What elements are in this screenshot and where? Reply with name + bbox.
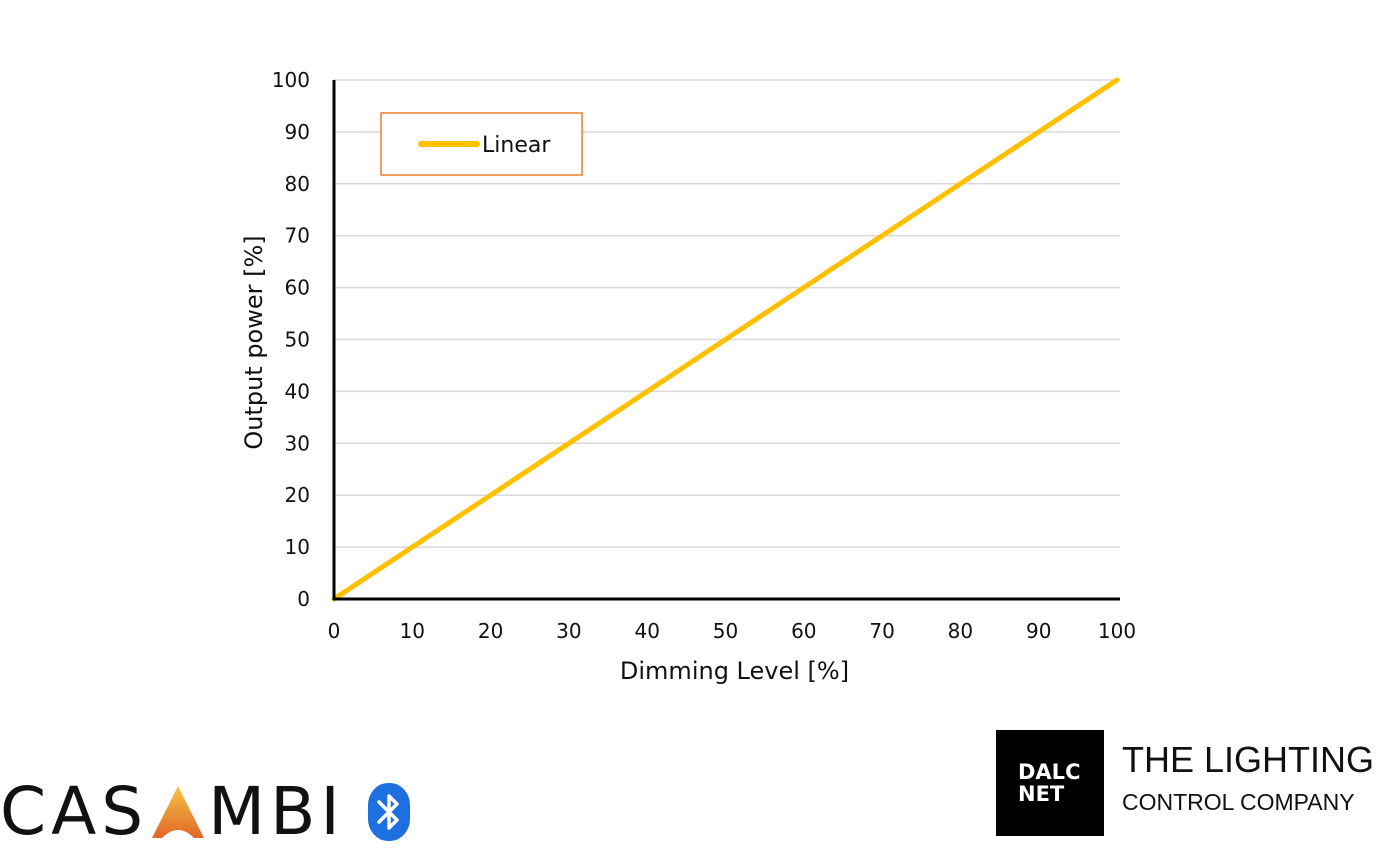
y-tick-labels: 0 10 20 30 40 50 60 70 80 90 100 (272, 68, 310, 611)
x-tick-label: 80 (948, 619, 973, 643)
y-tick-label: 0 (297, 587, 310, 611)
series-lines (331, 77, 1120, 602)
company-line2: CONTROL COMPANY (1122, 789, 1355, 815)
x-tick-label: 20 (478, 619, 503, 643)
y-tick-label: 60 (285, 276, 310, 300)
legend: Linear (380, 112, 583, 176)
company-tagline: THE LIGHTING CONTROL COMPANY (1122, 740, 1374, 816)
x-tick-label: 40 (634, 619, 659, 643)
y-tick-label: 10 (285, 535, 310, 559)
x-tick-label: 10 (400, 619, 425, 643)
y-tick-label: 100 (272, 68, 310, 92)
company-line1: THE LIGHTING (1122, 739, 1375, 780)
dalcnet-logo: DALC NET (996, 730, 1104, 836)
x-tick-label: 100 (1098, 619, 1136, 643)
y-tick-label: 80 (285, 172, 310, 196)
casambi-a-mark-icon (152, 786, 205, 838)
dalcnet-line2: NET (1018, 782, 1065, 806)
x-tick-label: 50 (713, 619, 738, 643)
y-axis-title: Output power [%] (240, 235, 268, 449)
x-tick-labels: 0 10 20 30 40 50 60 70 80 90 100 (328, 619, 1136, 643)
x-tick-label: 60 (791, 619, 816, 643)
x-tick-label: 0 (328, 619, 341, 643)
x-tick-label: 30 (556, 619, 581, 643)
y-tick-label: 20 (285, 483, 310, 507)
chart: 0 10 20 30 40 50 60 70 80 90 100 0 10 20 30 40 50 60 70 80… (240, 68, 1136, 685)
casambi-text-right: MBI (208, 773, 345, 850)
y-tick-label: 90 (285, 120, 310, 144)
dalcnet-line1: DALC (1018, 760, 1081, 784)
x-tick-label: 70 (869, 619, 894, 643)
legend-label: Linear (482, 133, 551, 158)
y-tick-label: 40 (285, 379, 310, 403)
legend-box (380, 112, 583, 176)
x-axis-title: Dimming Level [%] (620, 657, 849, 685)
series-line-linear (331, 77, 1120, 602)
y-tick-label: 50 (285, 328, 310, 352)
y-tick-label: 70 (285, 224, 310, 248)
y-tick-label: 30 (285, 431, 310, 455)
casambi-text-left: CAS (0, 773, 149, 850)
x-tick-label: 90 (1026, 619, 1051, 643)
bluetooth-icon (367, 783, 410, 841)
casambi-logo: CAS MBI (0, 772, 411, 852)
